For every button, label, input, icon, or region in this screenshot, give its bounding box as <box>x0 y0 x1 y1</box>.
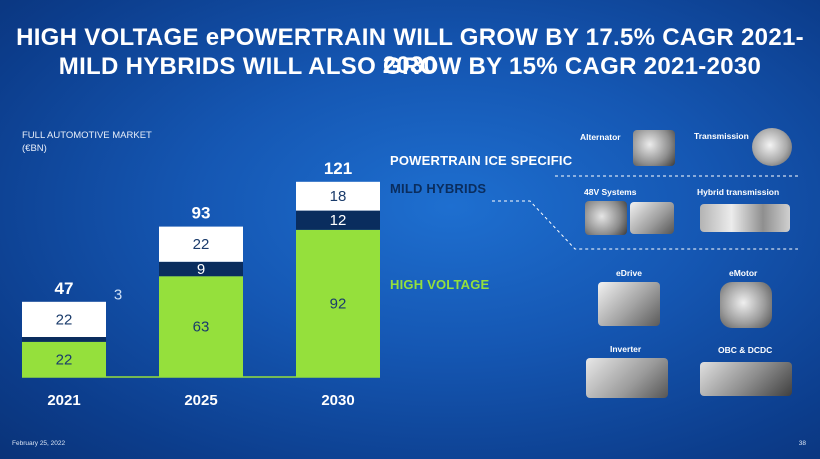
emotor-icon <box>720 282 772 328</box>
value-label-2021-series-0: 22 <box>56 351 73 368</box>
bar-2021-series-2 <box>22 301 106 337</box>
bar-2030-series-0 <box>296 229 380 377</box>
value-label-2025-series-1: 9 <box>197 261 205 278</box>
total-label-2025: 93 <box>192 204 211 223</box>
category-label-2030: 2030 <box>321 392 354 409</box>
total-label-2021: 47 <box>55 279 74 298</box>
category-label-2025: 2025 <box>184 392 217 409</box>
value-label-2030-series-0: 92 <box>330 295 347 312</box>
mid-divider-line <box>492 200 798 250</box>
edrive-icon <box>598 282 660 326</box>
segment-label-mild: MILD HYBRIDS <box>390 181 487 196</box>
value-label-2025-series-2: 22 <box>193 236 210 253</box>
48v-systems-icon <box>585 201 627 235</box>
48v-module-icon <box>630 202 674 234</box>
hybrid-transmission-icon <box>700 204 790 232</box>
component-label-inverter: Inverter <box>610 344 642 354</box>
bar-2021-series-0 <box>22 341 106 377</box>
bar-2030-series-1 <box>296 210 380 230</box>
alternator-icon <box>633 130 675 166</box>
component-label-transmission: Transmission <box>694 131 749 141</box>
inverter-icon <box>586 358 668 398</box>
value-label-2021-series-1: 3 <box>114 286 122 303</box>
segment-label-ice: POWERTRAIN ICE SPECIFIC <box>390 153 573 168</box>
component-label-alternator: Alternator <box>580 132 621 142</box>
component-label-hybrid-transmission: Hybrid transmission <box>697 187 780 197</box>
footer-date: February 25, 2022 <box>12 440 66 447</box>
component-label-obc-dcdc: OBC & DCDC <box>718 345 773 355</box>
value-label-2030-series-1: 12 <box>330 212 347 229</box>
title-line-1: HIGH VOLTAGE ePOWERTRAIN WILL GROW BY 17… <box>16 24 804 79</box>
component-label-edrive: eDrive <box>616 268 642 278</box>
transmission-icon <box>752 128 792 166</box>
segment-label-hv: HIGH VOLTAGE <box>390 277 490 292</box>
category-label-2021: 2021 <box>47 392 80 409</box>
value-label-2030-series-2: 18 <box>330 188 347 205</box>
value-label-2021-series-2: 22 <box>56 311 73 328</box>
market-label-line-1: FULL AUTOMOTIVE MARKET <box>22 130 152 141</box>
title-line-2: MILD HYBRIDS WILL ALSO GROW BY 15% CAGR … <box>58 53 762 80</box>
market-label: FULL AUTOMOTIVE MARKET (€BN) <box>22 129 152 155</box>
market-label-unit: (€BN) <box>22 143 47 154</box>
value-label-2025-series-0: 63 <box>193 319 210 336</box>
obc-dcdc-icon <box>700 362 792 396</box>
bar-2025-series-2 <box>159 226 243 262</box>
bar-2030-series-2 <box>296 181 380 211</box>
component-label-emotor: eMotor <box>729 268 758 278</box>
bar-2021-series-1 <box>22 337 106 342</box>
total-label-2030: 121 <box>324 159 352 178</box>
bar-2025-series-1 <box>159 261 243 277</box>
component-label-48v: 48V Systems <box>584 187 637 197</box>
bar-2025-series-0 <box>159 276 243 377</box>
page-number: 38 <box>798 440 806 447</box>
